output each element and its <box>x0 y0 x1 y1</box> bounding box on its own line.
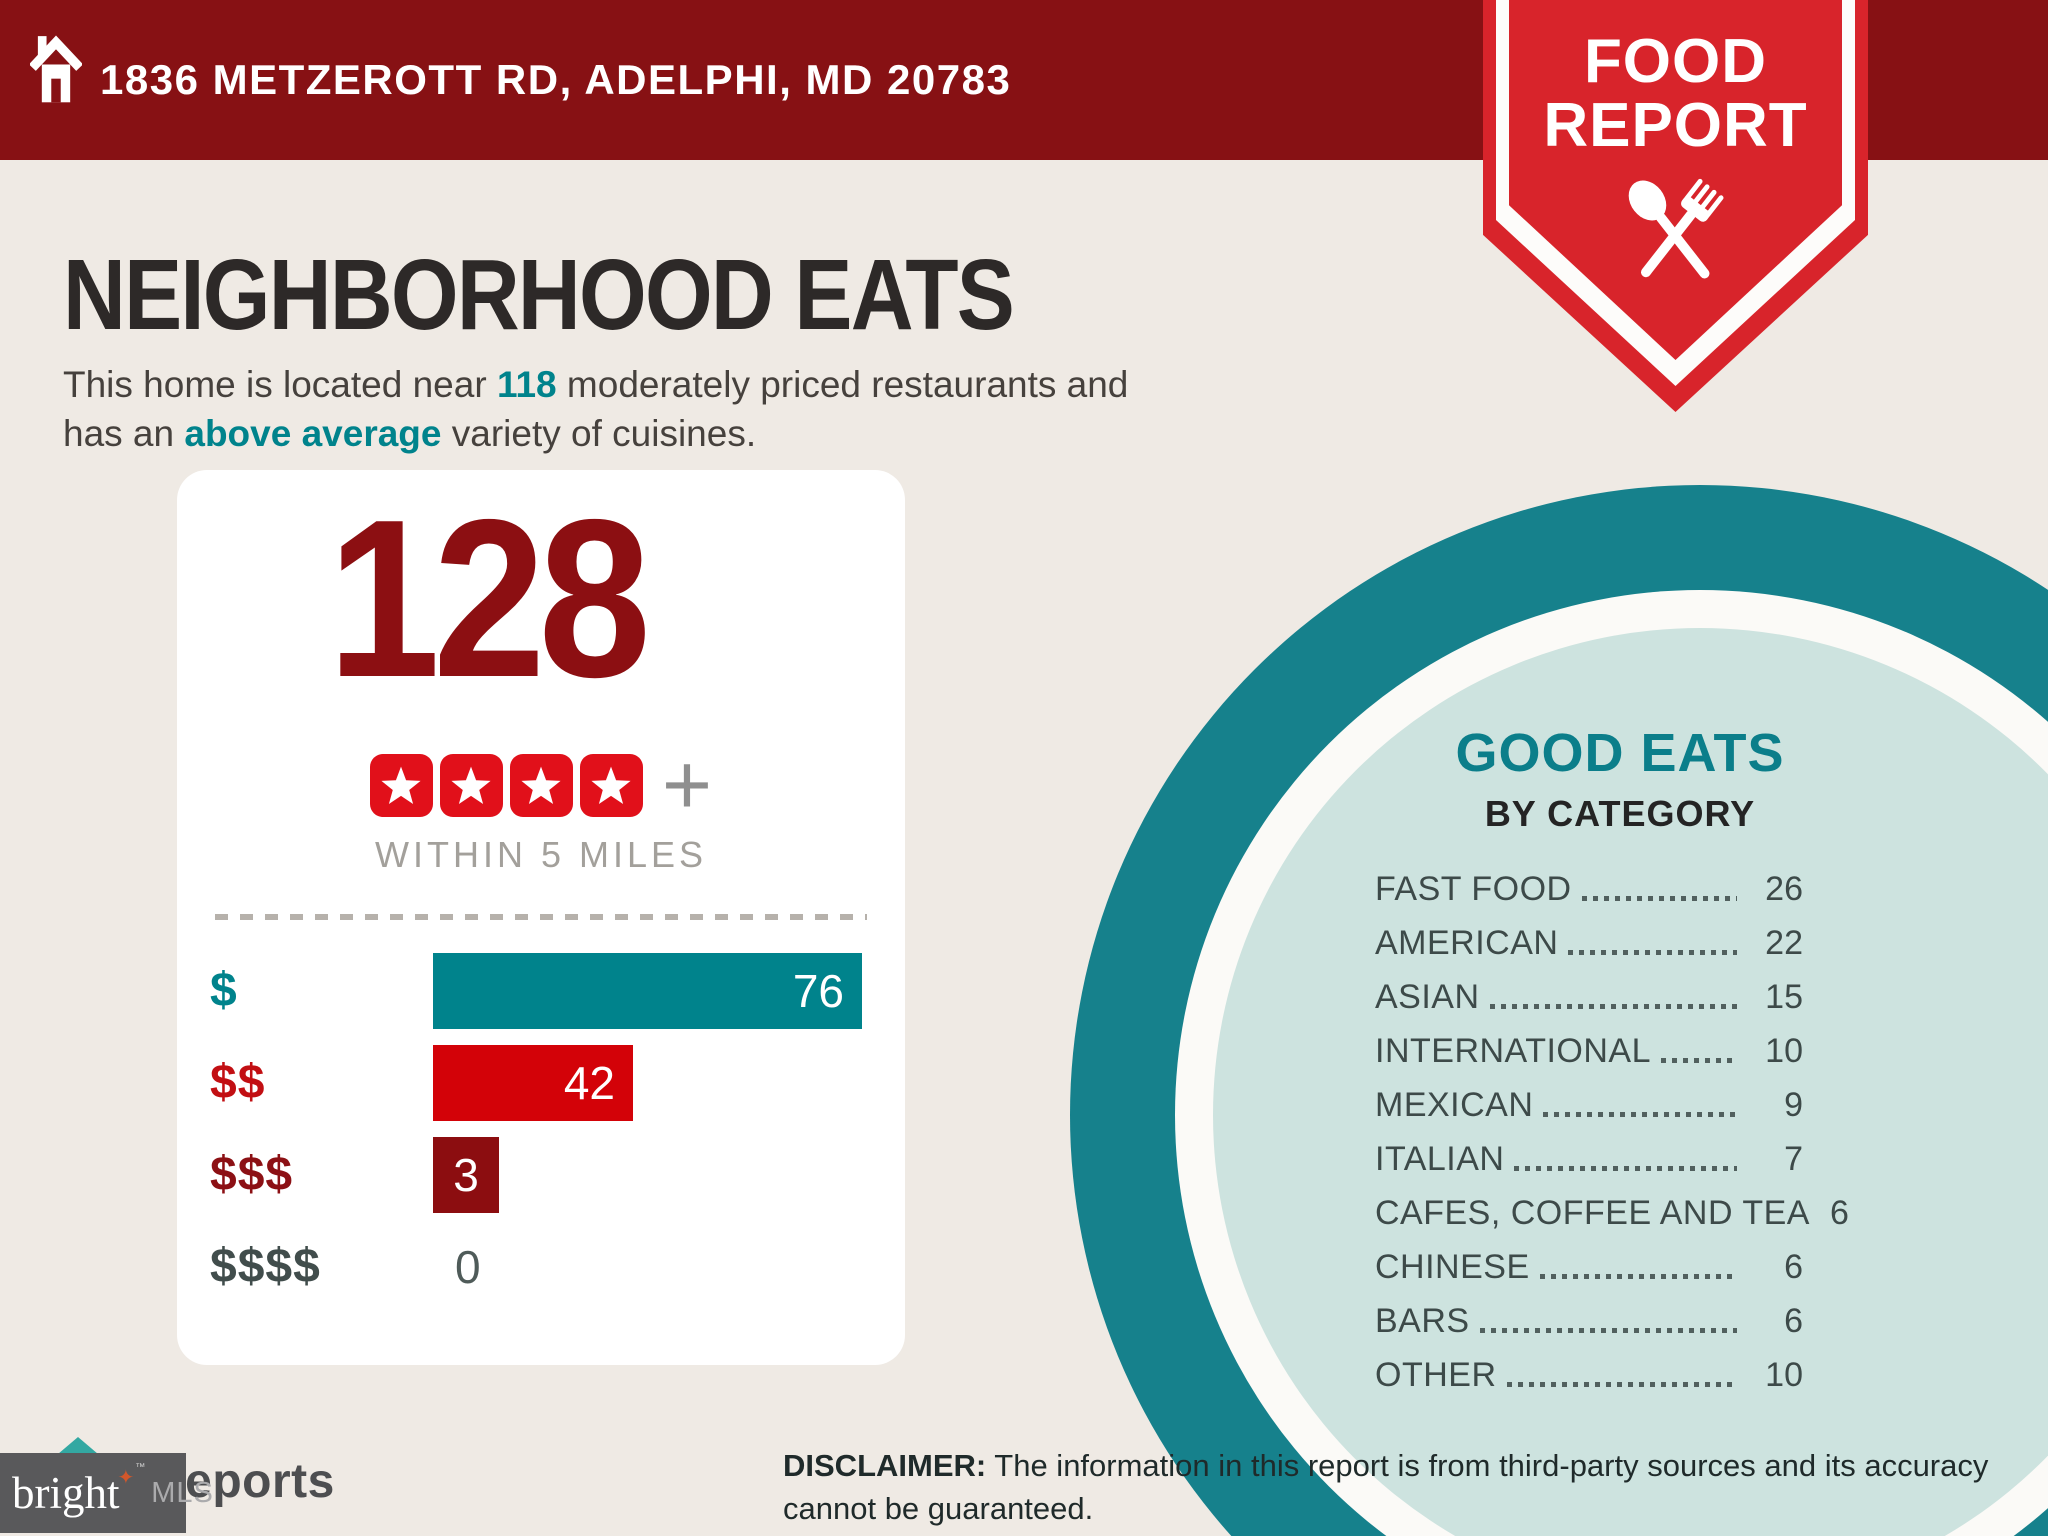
price-level-label: $ <box>210 964 238 1017</box>
price-level-label: $$ <box>210 1056 266 1109</box>
food-report-ribbon: FOOD REPORT <box>1483 0 1868 412</box>
total-restaurant-count: 128 <box>327 472 651 724</box>
ribbon-title-line1: FOOD <box>1583 27 1768 96</box>
dot-leader <box>1506 1381 1737 1387</box>
dot-leader <box>1568 949 1737 955</box>
dot-leader <box>1661 1057 1737 1063</box>
category-row: CHINESE 6 <box>1375 1247 1803 1286</box>
price-bar: 3 <box>433 1137 499 1213</box>
price-bar: 76 <box>433 953 862 1029</box>
price-level-label: $$$$ <box>210 1240 321 1293</box>
variety-highlight: above average <box>184 413 442 454</box>
good-eats-subtitle: BY CATEGORY <box>1484 793 1756 834</box>
price-bar-row: $$$ 3 <box>210 1137 872 1213</box>
page-title: NEIGHBORHOOD EATS <box>63 239 1015 351</box>
dot-leader <box>1514 1165 1737 1171</box>
category-row: OTHER 10 <box>1375 1355 1803 1394</box>
price-bar: 42 <box>433 1045 633 1121</box>
category-row: INTERNATIONAL 10 <box>1375 1031 1803 1070</box>
dot-leader <box>1539 1273 1737 1279</box>
dashed-divider <box>215 914 867 920</box>
trademark-symbol: ™ <box>135 1461 146 1473</box>
restaurant-count: 118 <box>496 364 557 405</box>
price-bar-row: $$ 42 <box>210 1045 872 1121</box>
dot-leader <box>1489 1003 1737 1009</box>
star-icon <box>369 754 433 817</box>
disclaimer-label: DISCLAIMER: <box>783 1448 987 1483</box>
ribbon-title: FOOD REPORT <box>1483 30 1868 158</box>
dot-leader <box>1479 1327 1737 1333</box>
category-row: CAFES, COFFEE AND TEA 6 <box>1375 1193 1849 1232</box>
intro-line1: This home is located near 118 moderately… <box>63 364 1129 405</box>
mls-logo-text: MLS <box>151 1476 214 1509</box>
property-address: 1836 METZEROTT RD, ADELPHI, MD 20783 <box>100 56 1012 103</box>
price-bar-zero-value: 0 <box>455 1241 481 1293</box>
category-row: ITALIAN 7 <box>1375 1139 1803 1178</box>
category-row: FAST FOOD 26 <box>1375 869 1803 908</box>
category-row: ASIAN 15 <box>1375 977 1803 1016</box>
good-eats-heading: GOOD EATS BY CATEGORY <box>1330 722 1910 835</box>
dot-leader <box>1581 895 1737 901</box>
restaurant-summary-card: 128 + WITHIN 5 MILES $ 76 $$ 42 <box>177 470 905 1365</box>
price-bar-row: $$$$ 0 <box>210 1229 872 1305</box>
sparkle-icon: ✦ <box>117 1466 135 1489</box>
scope-label: WITHIN 5 MILES <box>374 834 708 875</box>
category-row: BARS 6 <box>1375 1301 1803 1340</box>
star-icon <box>439 754 503 817</box>
intro-text: This home is located near 118 moderately… <box>63 360 1128 458</box>
star-icon <box>579 754 643 817</box>
category-row: MEXICAN 9 <box>1375 1085 1803 1124</box>
dot-leader <box>1543 1111 1737 1117</box>
disclaimer-text: DISCLAIMER: The information in this repo… <box>783 1448 1989 1526</box>
good-eats-category-list: FAST FOOD 26 AMERICAN 22 ASIAN 15 INTERN… <box>1375 862 1849 1402</box>
star-icon <box>509 754 573 817</box>
star-rating: + <box>177 737 905 833</box>
bright-mls-watermark: bright ✦ ™ MLS <box>0 1453 213 1533</box>
bright-logo-text: bright <box>12 1467 120 1518</box>
price-bar-row: $ 76 <box>210 953 872 1029</box>
crossed-spoon-fork-icon <box>1596 168 1756 311</box>
house-icon <box>28 24 84 121</box>
category-row: AMERICAN 22 <box>1375 923 1803 962</box>
good-eats-title: GOOD EATS <box>1455 723 1785 783</box>
ribbon-title-line2: REPORT <box>1543 91 1808 160</box>
price-level-label: $$$ <box>210 1148 294 1201</box>
plus-icon: + <box>661 737 713 833</box>
intro-line2: has an above average variety of cuisines… <box>63 413 757 454</box>
house-roof-icon <box>58 1437 98 1454</box>
